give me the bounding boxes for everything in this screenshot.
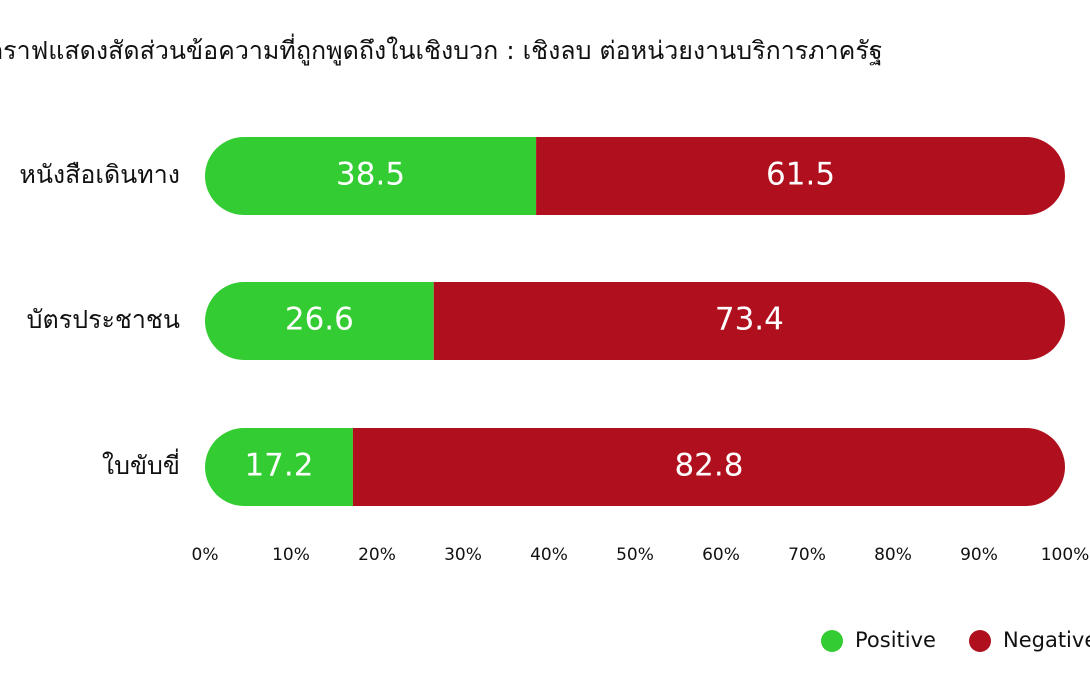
- legend-label: Negative: [1003, 628, 1090, 652]
- x-tick-label: 60%: [702, 545, 740, 565]
- bar-segment: [205, 137, 537, 215]
- x-tick-label: 70%: [788, 545, 826, 565]
- x-tick-label: 40%: [530, 545, 568, 565]
- x-tick-label: 30%: [444, 545, 482, 565]
- bar-segment: [433, 282, 1065, 360]
- value-label: 61.5: [766, 157, 835, 193]
- value-label: 38.5: [336, 157, 405, 193]
- category-label: ใบขับขี่: [102, 448, 180, 480]
- x-tick-label: 50%: [616, 545, 654, 565]
- bar-segment: [536, 137, 1065, 215]
- bar-group: [205, 137, 1065, 215]
- category-label: หนังสือเดินทาง: [19, 160, 180, 189]
- legend-label: Positive: [855, 628, 936, 652]
- legend-swatch: [821, 630, 843, 652]
- x-tick-label: 20%: [358, 545, 396, 565]
- bar-segment: [205, 428, 353, 506]
- chart-title: กราฟแสดงสัดส่วนข้อความที่ถูกพูดถึงในเชิง…: [0, 33, 883, 66]
- x-tick-label: 90%: [960, 545, 998, 565]
- x-tick-label: 100%: [1041, 545, 1090, 565]
- value-label: 82.8: [674, 448, 743, 484]
- x-tick-label: 0%: [192, 545, 219, 565]
- bar-segment: [352, 428, 1065, 506]
- value-label: 17.2: [244, 448, 313, 484]
- value-label: 73.4: [715, 302, 784, 338]
- bar-group: [205, 282, 1065, 360]
- bar-segment: [205, 282, 434, 360]
- bar-group: [205, 428, 1065, 506]
- x-tick-label: 10%: [272, 545, 310, 565]
- category-label: บัตรประชาชน: [27, 305, 180, 334]
- legend-swatch: [969, 630, 991, 652]
- x-tick-label: 80%: [874, 545, 912, 565]
- value-label: 26.6: [285, 302, 354, 338]
